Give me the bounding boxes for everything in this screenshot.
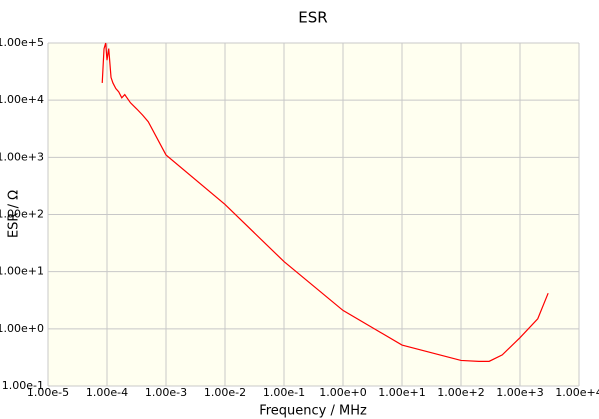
y-tick-label: 1.00e+1 bbox=[0, 265, 44, 278]
x-tick-label: 1.00e+1 bbox=[378, 386, 425, 399]
x-tick-label: 1.00e-5 bbox=[27, 386, 69, 399]
x-tick-label: 1.00e+4 bbox=[555, 386, 599, 399]
y-tick-label: 1.00e+4 bbox=[0, 93, 44, 106]
data-line bbox=[101, 42, 549, 362]
x-tick-label: 1.00e+2 bbox=[437, 386, 484, 399]
x-tick-label: 1.00e-4 bbox=[86, 386, 128, 399]
y-axis-label: ESR / Ω bbox=[7, 190, 22, 238]
chart-title: ESR bbox=[298, 9, 327, 27]
y-tick-label: 1.00e+0 bbox=[0, 322, 44, 335]
x-tick-label: 1.00e-1 bbox=[263, 386, 305, 399]
y-tick-label: 1.00e+5 bbox=[0, 36, 44, 49]
x-tick-label: 1.00e-3 bbox=[145, 386, 187, 399]
y-tick-label: 1.00e+2 bbox=[0, 208, 44, 221]
x-tick-label: 1.00e+0 bbox=[319, 386, 366, 399]
y-tick-label: 1.00e+3 bbox=[0, 150, 44, 163]
x-tick-label: 1.00e-2 bbox=[204, 386, 246, 399]
x-tick-label: 1.00e+3 bbox=[496, 386, 543, 399]
x-axis-label: Frequency / MHz bbox=[259, 404, 367, 419]
y-tick-label: 1.00e-1 bbox=[2, 379, 44, 392]
